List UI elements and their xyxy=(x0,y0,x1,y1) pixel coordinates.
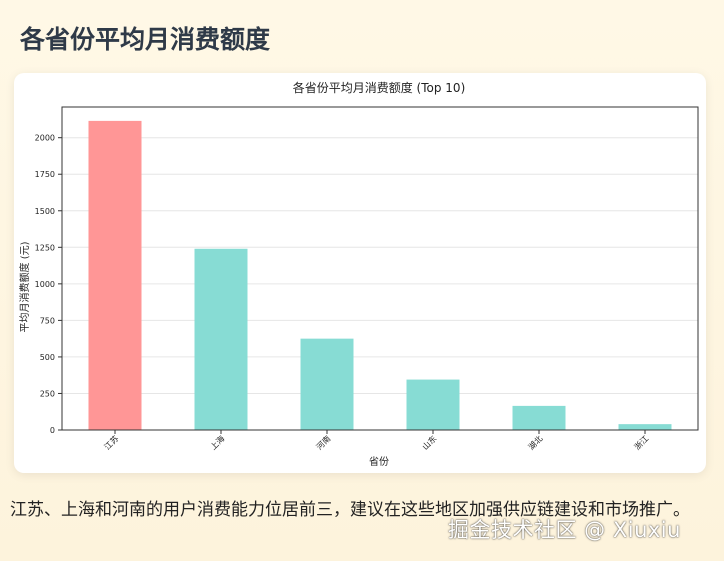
summary-text: 江苏、上海和河南的用户消费能力位居前三，建议在这些地区加强供应链建设和市场推广。 xyxy=(10,500,690,520)
y-tick-label: 250 xyxy=(40,389,55,398)
y-axis: 0 250 500 750 1000 1250 1500 1750 2000 xyxy=(35,134,62,435)
watermark: 掘金技术社区 @ Xiuxiu xyxy=(448,518,681,542)
y-tick-label: 0 xyxy=(50,426,55,435)
bar-5 xyxy=(618,424,672,430)
bar-4 xyxy=(512,405,566,430)
y-tick-label: 500 xyxy=(40,353,55,362)
x-tick-label: 河南 xyxy=(314,433,332,451)
x-tick-label: 上海 xyxy=(208,433,226,451)
bar-0 xyxy=(88,120,142,430)
bar-3 xyxy=(406,379,460,430)
y-tick-label: 1500 xyxy=(35,207,55,216)
y-tick-label: 750 xyxy=(40,316,55,325)
chart-card: 各省份平均月消费额度 (Top 10) 0 250 500 750 1000 1250 15… xyxy=(14,73,706,473)
chart-title: 各省份平均月消费额度 (Top 10) xyxy=(293,80,466,95)
x-tick-label: 湖北 xyxy=(527,434,545,452)
y-tick-label: 1250 xyxy=(35,243,55,252)
x-tick-label: 山东 xyxy=(420,433,438,451)
page-title: 各省份平均月消费额度 xyxy=(20,25,271,54)
chart-bars xyxy=(88,120,672,430)
x-tick-label: 江苏 xyxy=(102,433,120,451)
x-axis-label: 省份 xyxy=(369,455,389,468)
y-tick-label: 1750 xyxy=(35,170,55,179)
plot-frame xyxy=(61,106,699,431)
chart-grid xyxy=(62,137,698,431)
y-tick-label: 1000 xyxy=(35,280,55,289)
x-tick-label: 浙江 xyxy=(632,433,650,451)
y-axis-label: 平均月消费额度 (元) xyxy=(18,241,31,332)
bar-2 xyxy=(300,338,354,430)
y-tick-label: 2000 xyxy=(35,134,55,143)
bar-chart: 各省份平均月消费额度 (Top 10) 0 250 500 750 1000 1250 15… xyxy=(18,80,699,468)
x-axis: 江苏 上海 河南 山东 湖北 浙江 xyxy=(102,430,650,452)
bar-1 xyxy=(194,248,248,430)
